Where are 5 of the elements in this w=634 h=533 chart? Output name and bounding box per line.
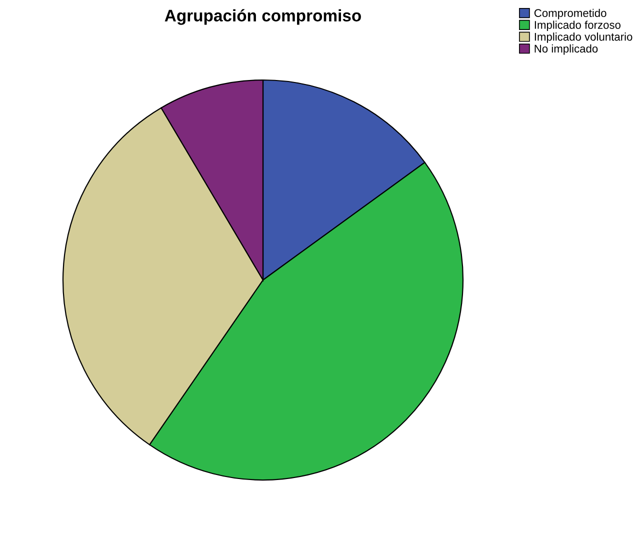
legend-label: Implicado voluntario — [534, 32, 632, 43]
legend-label: Implicado forzoso — [534, 20, 620, 32]
chart-title: Agrupación compromiso — [164, 9, 361, 25]
legend-label: No implicado — [534, 44, 598, 55]
legend-label: Comprometido — [534, 8, 606, 20]
